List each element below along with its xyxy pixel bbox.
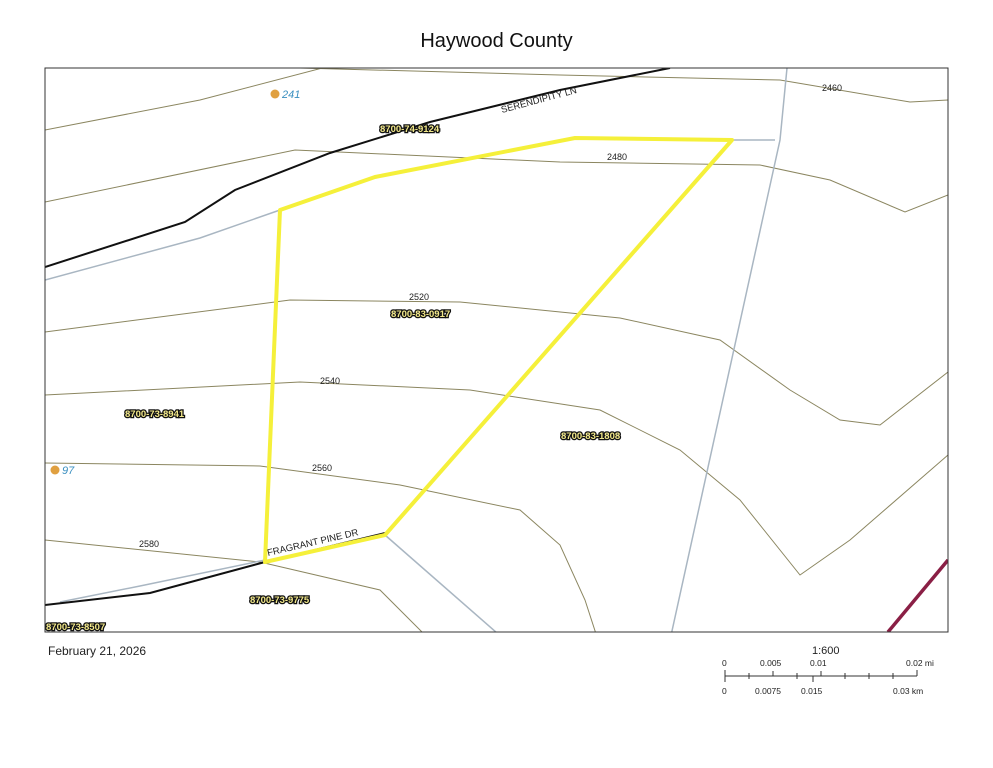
scale-ratio: 1:600 [812,645,840,657]
contour-line-2540 [45,381,948,576]
road-serendipity-ln[interactable] [45,68,671,268]
scale-mi-tick: 0.005 [760,658,782,668]
address-point-icon[interactable] [270,89,280,99]
scale-mi-tick: 0.01 [810,658,827,668]
parcel-label[interactable]: 8700-83-1808 [560,430,622,444]
parcel-label[interactable]: 8700-83-0917 [390,308,452,322]
selected-parcel[interactable] [263,136,734,564]
contour-line-2580 [45,539,423,632]
contour-label: 2560 [312,463,332,473]
parcel-label[interactable]: 8700-74-9124 [379,123,441,137]
map-date: February 21, 2026 [48,644,147,658]
parcel-line [384,534,497,632]
parcel-label[interactable]: 8700-73-8941 [124,408,186,422]
address-label: 241 [281,89,300,101]
address-label: 97 [62,465,75,477]
contour-line-2520 [45,299,948,426]
scale-mi-tick: 0 [722,658,727,668]
parcel-label[interactable]: 8700-73-9775 [249,594,311,608]
parcel-line [59,559,266,603]
contour-label: 2460 [822,83,842,93]
parcel-label[interactable]: 8700-73-8507 [45,621,106,633]
address-point-icon[interactable] [50,465,60,475]
parcel-line [45,209,281,281]
contour-label: 2580 [139,539,159,549]
contour-line [45,68,325,131]
scale-mi-tick: 0.02 mi [906,658,934,668]
scale-km-tick: 0.03 km [893,686,923,696]
map-frame [44,67,949,633]
contour-label: 2480 [607,152,627,162]
parcel-line [670,68,788,632]
road-label: SERENDIPITY LN [500,85,578,116]
scale-km-tick: 0.0075 [755,686,781,696]
contour-line-2460 [299,68,948,103]
contour-line-2560 [45,462,596,632]
scale-bar: 1:600 0 0.005 0.01 0.02 mi 0 0.0075 0.01… [722,645,934,696]
scale-km-tick: 0 [722,686,727,696]
county-boundary [886,558,948,632]
contour-line-2480 [45,149,948,213]
map-title: Haywood County [420,30,573,52]
scale-km-tick: 0.015 [801,686,823,696]
contour-label: 2520 [409,292,429,302]
contour-label: 2540 [320,376,340,386]
